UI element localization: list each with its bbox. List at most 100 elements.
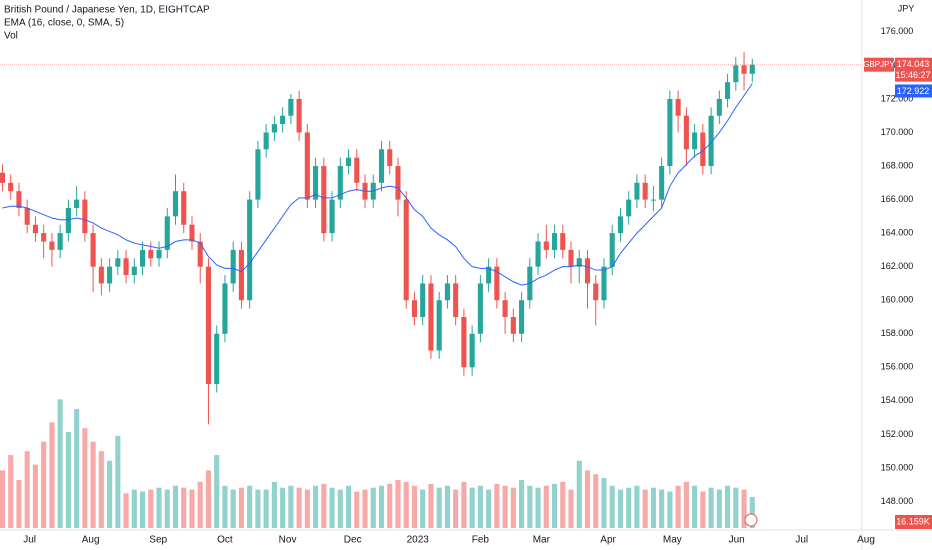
volume-bar [156,487,162,528]
candle-body [436,300,442,351]
volume-bar [700,491,706,528]
volume-bar [263,489,269,528]
y-tick-label: 150.000 [881,462,914,472]
candle-body [296,98,302,133]
candle-body [411,300,418,317]
candle-body [609,233,615,267]
candle-body [535,241,541,267]
candle-body [428,283,434,351]
candle-body [172,191,179,217]
volume-bar [205,470,212,528]
candle-body [49,241,55,250]
volume-bar [642,489,648,528]
candle-body [659,166,665,200]
volume-bar [634,485,640,528]
candle-body [667,98,673,167]
candle-body [510,316,516,334]
candle-body [255,149,261,200]
y-tick-label: 160.000 [881,295,914,305]
volume-bar [271,481,277,528]
candle-body [617,216,624,234]
candle-body [148,249,154,259]
y-tick-label: 164.000 [881,228,914,238]
volume-bar [32,464,38,528]
candle-body [733,65,739,83]
candle-body [378,149,385,183]
x-tick-label: May [663,535,682,546]
candle-body [41,233,47,242]
volume-bar [733,487,739,528]
indicator-label: EMA (16, close, 0, SMA, 5) [4,18,124,29]
volume-bar [8,455,14,528]
volume-bar [477,485,483,528]
volume-bar [65,432,71,528]
x-tick-label: Oct [217,535,233,546]
candle-body [90,233,96,267]
candle-body [57,233,63,250]
volume-bar [502,485,508,528]
candle-body [337,166,343,200]
candle-body [189,224,195,242]
volume-bar [387,483,393,528]
x-tick-label: Apr [600,535,616,546]
countdown-label: 15:46:27 [895,70,930,80]
volume-bar [148,489,154,528]
volume-bar [659,489,665,528]
volume-bar [568,489,574,528]
volume-bar [115,435,121,528]
alert-icon[interactable] [744,513,758,527]
candle-body [494,266,500,301]
candle-body [74,199,80,208]
candle-body [576,258,582,267]
candle-body [560,233,566,250]
candle-body [222,283,228,334]
candle-body [716,98,722,116]
volume-bar [560,481,566,528]
x-tick-label: Nov [279,535,297,546]
volume-bar [197,481,203,528]
candle-body [519,300,525,334]
candle-body [477,283,483,334]
candle-body [16,191,22,208]
x-tick-label: Jul [23,535,36,546]
volume-bar [626,487,632,528]
candle-body [24,207,30,225]
volume-badge [895,515,932,529]
candle-body [568,249,574,267]
candle-body [469,333,475,368]
volume-bar [593,474,599,528]
candle-body [486,266,492,284]
volume-bar [24,451,30,528]
x-tick-label: Jun [729,535,745,546]
y-tick-label: 166.000 [881,194,914,204]
volume-bar [411,485,418,528]
candle-body [601,266,607,301]
volume-bar [238,487,244,528]
candle-body [82,199,88,234]
volume-bar [428,483,434,528]
candle-body [139,249,146,267]
volume-bar [510,487,516,528]
x-tick-label: Sep [149,535,167,546]
volume-bar [247,485,253,528]
ema-badge [895,84,932,98]
volume-bar [576,460,582,528]
candle-body [65,207,71,234]
volume-bar [49,422,55,528]
volume-bar [82,428,88,528]
volume-bar [214,455,220,528]
candle-body [238,249,244,301]
y-tick-label: 156.000 [881,362,914,372]
candle-body [329,199,335,234]
candle-body [263,132,269,150]
y-tick-label: 158.000 [881,328,914,338]
volume-bar [749,496,755,528]
y-tick-label: 168.000 [881,160,914,170]
volume-bar [494,483,500,528]
volume-bar [527,485,533,528]
candle-body [164,216,170,250]
candle-body [0,172,6,183]
volume-bar [461,481,467,528]
candle-body [8,182,14,192]
